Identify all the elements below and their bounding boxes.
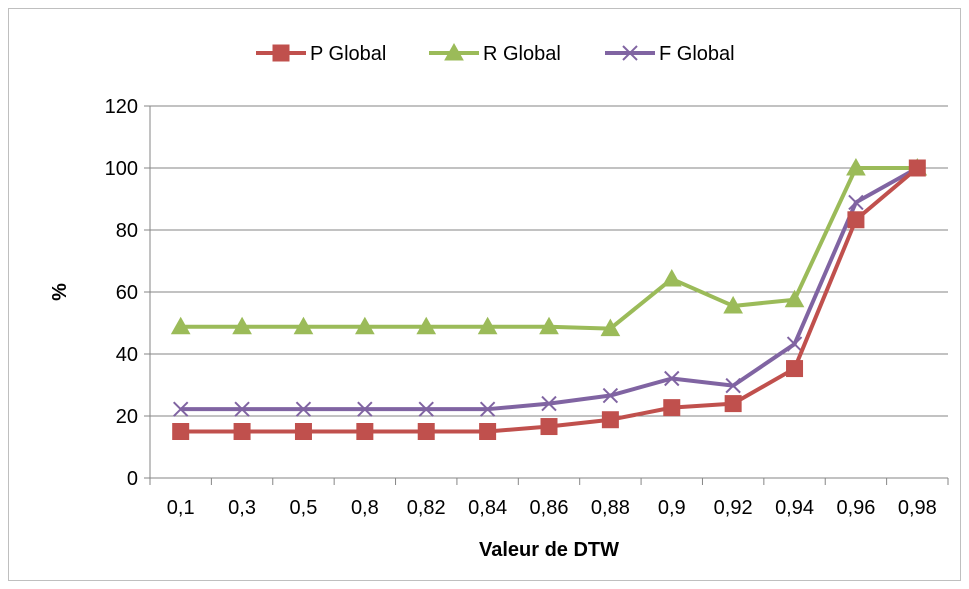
legend-item: P Global <box>256 43 386 65</box>
data-point <box>417 423 435 440</box>
data-point <box>172 423 190 440</box>
data-point <box>908 159 926 177</box>
data-point <box>661 268 682 287</box>
data-point <box>233 423 251 440</box>
chart-border <box>8 8 961 581</box>
legend-marker <box>444 42 464 61</box>
legend: P Global R Global F Global <box>256 42 735 65</box>
line-chart: 0 20 40 60 80 100 120 0,1 0,3 0,5 0,8 0,82 0,84 0,86 0… <box>8 8 961 581</box>
x-axis-title: Valeur de DTW <box>479 539 619 561</box>
axes: 0 20 40 60 80 100 120 0,1 0,3 0,5 0,8 0,82 0,84 0,86 0… <box>105 96 949 519</box>
data-point <box>293 316 314 335</box>
data-point <box>479 423 497 440</box>
x-tick-label: 0,84 <box>468 497 507 519</box>
data-point <box>541 395 557 412</box>
data-point <box>723 295 744 314</box>
y-axis-title: % <box>49 283 71 301</box>
legend-item: F Global <box>605 43 735 65</box>
y-tick-label: 60 <box>116 282 138 304</box>
x-tick-label: 0,98 <box>898 497 937 519</box>
series-layer <box>170 157 928 440</box>
data-point <box>663 399 681 417</box>
data-point <box>784 289 805 308</box>
x-tick-label: 0,92 <box>714 497 753 519</box>
x-tick-label: 0,82 <box>407 497 446 519</box>
data-point <box>725 377 741 394</box>
y-tick-label: 120 <box>105 96 138 118</box>
data-point <box>170 316 191 335</box>
data-point <box>234 401 250 417</box>
data-point <box>601 411 619 429</box>
data-point <box>295 401 312 417</box>
data-point <box>848 194 864 211</box>
y-tick-label: 0 <box>127 468 138 490</box>
data-point <box>847 211 865 229</box>
x-tick-label: 0,8 <box>351 497 379 519</box>
x-tick-label: 0,1 <box>167 497 195 519</box>
data-point <box>602 387 619 404</box>
series-r-global <box>170 157 928 337</box>
data-point <box>356 423 374 440</box>
data-point <box>294 423 312 440</box>
data-point <box>539 316 559 335</box>
data-point <box>786 336 803 352</box>
y-tick-label: 20 <box>116 406 138 428</box>
x-tick-label: 0,3 <box>228 497 256 519</box>
data-point <box>600 318 621 337</box>
x-tick-label: 0,96 <box>836 497 875 519</box>
data-point <box>846 157 866 176</box>
data-point <box>477 316 498 335</box>
legend-item: R Global <box>429 42 561 65</box>
data-point <box>786 360 804 378</box>
data-point <box>357 401 373 417</box>
data-point <box>664 370 680 387</box>
data-point <box>354 316 375 335</box>
y-tick-label: 40 <box>116 344 138 366</box>
legend-marker <box>272 44 290 62</box>
x-tick-label: 0,9 <box>658 497 686 519</box>
data-point <box>540 418 558 436</box>
chart-frame: 0 20 40 60 80 100 120 0,1 0,3 0,5 0,8 0,82 0,84 0,86 0… <box>8 8 961 581</box>
data-point <box>724 395 742 413</box>
x-tick-label: 0,5 <box>290 497 318 519</box>
y-tick-label: 100 <box>105 158 138 180</box>
legend-label: P Global <box>310 43 386 65</box>
y-tick-label: 80 <box>116 220 138 242</box>
x-tick-label: 0,86 <box>530 497 569 519</box>
series-p-global <box>172 159 926 440</box>
x-tick-label: 0,94 <box>775 497 814 519</box>
legend-label: F Global <box>659 43 735 65</box>
legend-label: R Global <box>483 43 561 65</box>
data-point <box>479 401 496 417</box>
data-point <box>172 401 189 417</box>
data-point <box>416 316 437 335</box>
legend-marker <box>622 45 638 61</box>
x-tick-label: 0,88 <box>591 497 630 519</box>
data-point <box>418 401 434 417</box>
gridlines <box>150 105 948 417</box>
data-point <box>232 316 252 335</box>
